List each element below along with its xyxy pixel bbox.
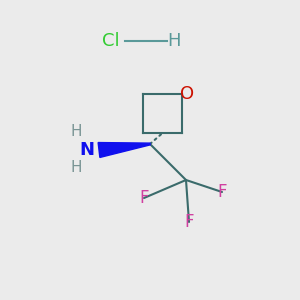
Text: H: H bbox=[167, 32, 181, 50]
Text: F: F bbox=[184, 213, 194, 231]
Text: O: O bbox=[180, 85, 195, 103]
Text: H: H bbox=[71, 124, 82, 140]
Polygon shape bbox=[98, 142, 150, 158]
Text: F: F bbox=[139, 189, 149, 207]
Text: N: N bbox=[80, 141, 94, 159]
Text: Cl: Cl bbox=[102, 32, 120, 50]
Text: F: F bbox=[217, 183, 227, 201]
Text: H: H bbox=[71, 160, 82, 175]
